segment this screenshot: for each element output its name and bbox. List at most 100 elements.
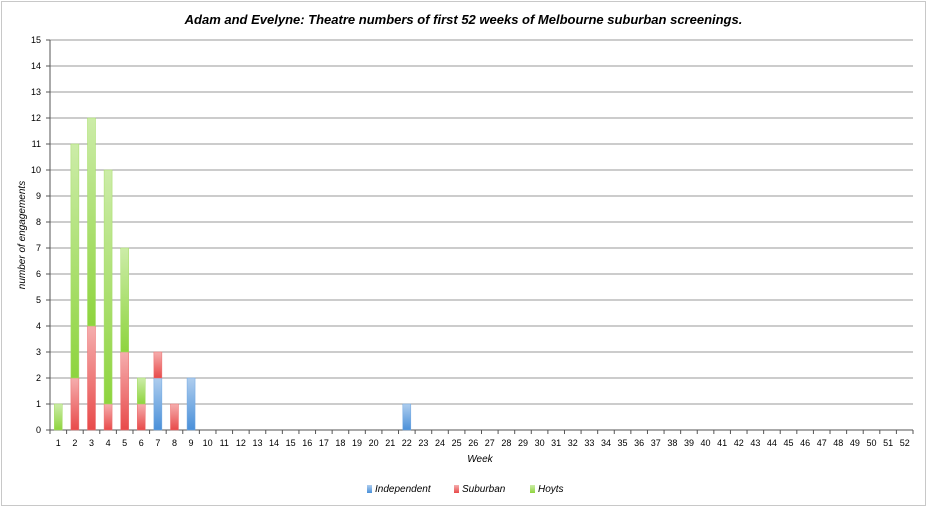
x-tick-label: 17 xyxy=(319,438,329,448)
x-tick-label: 34 xyxy=(601,438,611,448)
x-tick-label: 23 xyxy=(418,438,428,448)
x-tick-label: 18 xyxy=(335,438,345,448)
y-tick-label: 12 xyxy=(31,113,41,123)
x-tick-label: 12 xyxy=(236,438,246,448)
legend-item-independent: Independent xyxy=(367,484,432,495)
x-tick-label: 30 xyxy=(535,438,545,448)
x-tick-label: 15 xyxy=(286,438,296,448)
y-tick-label: 11 xyxy=(32,139,41,149)
x-tick-label: 4 xyxy=(106,438,111,448)
x-tick-label: 50 xyxy=(867,438,877,448)
x-tick-label: 46 xyxy=(800,438,810,448)
bar-suburban-week-8 xyxy=(170,403,179,431)
x-tick-label: 11 xyxy=(220,438,229,448)
x-tick-label: 38 xyxy=(667,438,677,448)
y-tick-label: 1 xyxy=(36,399,41,409)
x-tick-label: 32 xyxy=(568,438,578,448)
y-tick-label: 4 xyxy=(36,321,41,331)
x-tick-label: 27 xyxy=(485,438,495,448)
y-tick-label: 13 xyxy=(31,87,41,97)
axes xyxy=(46,39,914,434)
x-tick-label: 52 xyxy=(900,438,910,448)
x-tick-label: 33 xyxy=(584,438,594,448)
y-tick-label: 7 xyxy=(36,243,41,253)
x-tick-label: 48 xyxy=(833,438,843,448)
legend-swatch xyxy=(367,485,372,493)
bar-hoyts-week-3 xyxy=(87,117,96,327)
y-tick-label: 8 xyxy=(36,217,41,227)
legend: Independent Suburban Hoyts xyxy=(367,484,564,495)
y-tick-label: 10 xyxy=(31,165,41,175)
bar-suburban-week-5 xyxy=(120,351,129,431)
x-tick-label: 51 xyxy=(883,438,893,448)
x-tick-label: 6 xyxy=(139,438,144,448)
y-axis-title: number of engagements xyxy=(17,181,28,289)
legend-swatch xyxy=(530,485,535,493)
x-tick-label: 41 xyxy=(717,438,727,448)
bar-hoyts-week-1 xyxy=(54,403,63,431)
x-tick-label: 25 xyxy=(452,438,462,448)
x-tick-label: 26 xyxy=(468,438,478,448)
x-tick-label: 20 xyxy=(369,438,379,448)
legend-item-hoyts: Hoyts xyxy=(530,484,564,495)
x-tick-label: 40 xyxy=(701,438,711,448)
x-tick-label: 9 xyxy=(189,438,194,448)
x-tick-label: 36 xyxy=(634,438,644,448)
x-tick-label: 43 xyxy=(750,438,760,448)
x-tick-label: 31 xyxy=(551,438,561,448)
bar-independent-week-9 xyxy=(186,377,196,431)
x-tick-label: 16 xyxy=(302,438,312,448)
legend-swatch xyxy=(454,485,459,493)
x-tick-label: 28 xyxy=(501,438,511,448)
legend-label: Independent xyxy=(375,484,432,495)
chart-title: Adam and Evelyne: Theatre numbers of fir… xyxy=(184,12,743,27)
x-tick-label: 5 xyxy=(122,438,127,448)
bar-independent-week-22 xyxy=(402,403,412,431)
x-axis-title: Week xyxy=(467,454,493,465)
y-tick-label: 14 xyxy=(31,61,41,71)
x-tick-label: 14 xyxy=(269,438,279,448)
y-tick-label: 2 xyxy=(36,373,41,383)
x-tick-label: 1 xyxy=(56,438,61,448)
y-tick-label: 5 xyxy=(36,295,41,305)
x-tick-label: 39 xyxy=(684,438,694,448)
bars xyxy=(54,117,412,431)
bar-suburban-week-6 xyxy=(137,403,146,431)
y-tick-label: 15 xyxy=(31,35,41,45)
x-tick-label: 44 xyxy=(767,438,777,448)
x-tick-label: 2 xyxy=(72,438,77,448)
y-tick-label: 6 xyxy=(36,269,41,279)
x-tick-label: 37 xyxy=(651,438,661,448)
y-tick-label: 0 xyxy=(36,425,41,435)
x-tick-label: 7 xyxy=(155,438,160,448)
x-tick-label: 35 xyxy=(618,438,628,448)
x-tick-label: 21 xyxy=(385,438,395,448)
bar-hoyts-week-2 xyxy=(70,143,80,379)
bar-hoyts-week-6 xyxy=(137,377,146,405)
x-tick-labels: 1 2 3 4 5 6 7 8 9 10 11 12 13 14 15 16 17 18 19 20 21 22 23 24 2… xyxy=(56,438,910,448)
x-tick-label: 10 xyxy=(203,438,213,448)
x-tick-label: 8 xyxy=(172,438,177,448)
x-tick-label: 19 xyxy=(352,438,362,448)
x-tick-label: 24 xyxy=(435,438,445,448)
bar-suburban-week-3 xyxy=(87,325,96,431)
x-tick-label: 22 xyxy=(402,438,412,448)
bar-hoyts-week-4 xyxy=(103,169,113,405)
x-tick-label: 45 xyxy=(784,438,794,448)
y-tick-label: 9 xyxy=(36,191,41,201)
y-tick-label: 3 xyxy=(36,347,41,357)
x-tick-label: 3 xyxy=(89,438,94,448)
x-tick-label: 47 xyxy=(817,438,827,448)
x-tick-label: 29 xyxy=(518,438,528,448)
grid-lines xyxy=(50,39,913,431)
bar-independent-week-7 xyxy=(153,377,163,431)
bar-suburban-week-7 xyxy=(153,351,163,379)
x-tick-label: 13 xyxy=(252,438,262,448)
bar-suburban-week-2 xyxy=(70,377,80,431)
legend-label: Suburban xyxy=(462,484,506,495)
legend-item-suburban: Suburban xyxy=(454,484,506,495)
x-tick-label: 49 xyxy=(850,438,860,448)
bar-hoyts-week-5 xyxy=(120,247,129,353)
bar-suburban-week-4 xyxy=(103,403,113,431)
